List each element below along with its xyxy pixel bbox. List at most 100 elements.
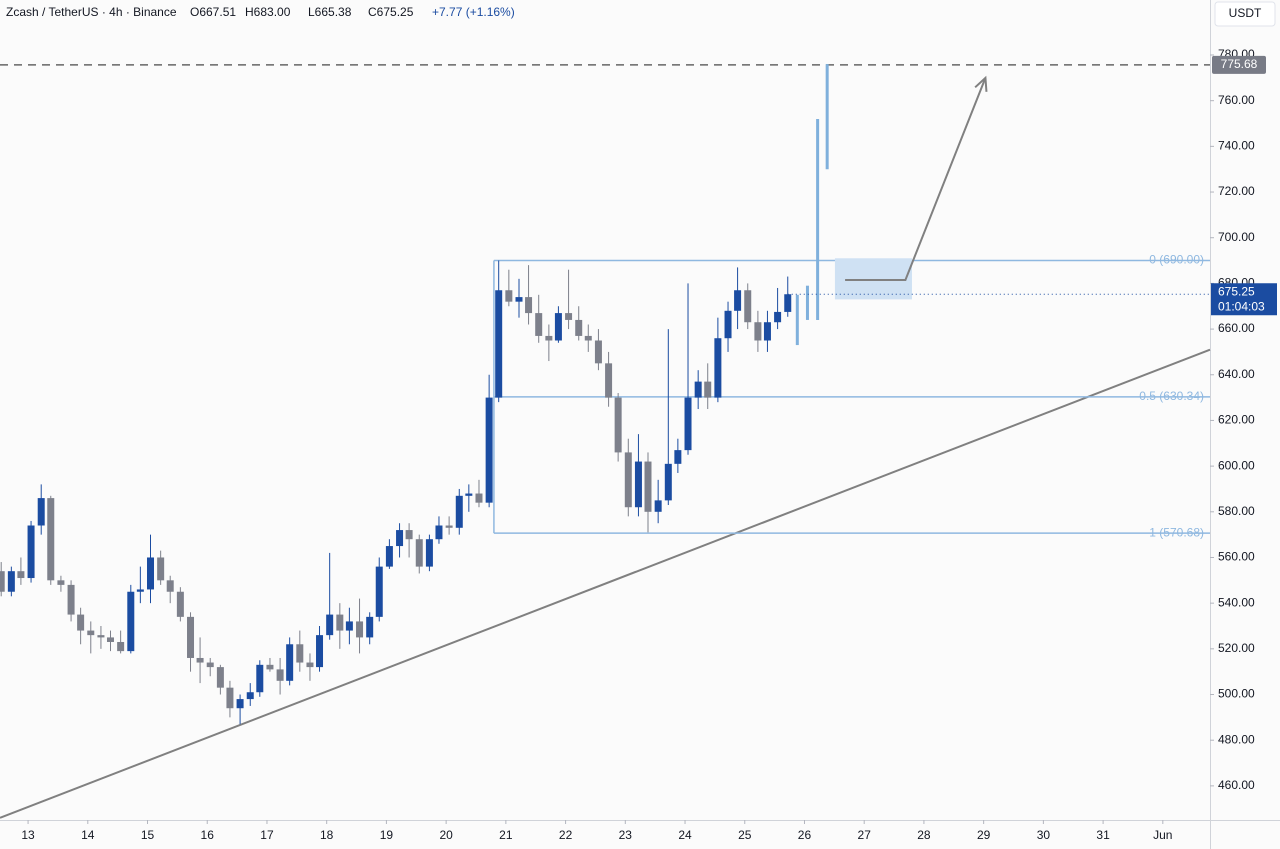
candle-body <box>196 657 204 663</box>
y-tick-label: 660.00 <box>1218 321 1255 335</box>
candle-body <box>425 539 433 567</box>
candle-body <box>106 637 114 642</box>
candle-body <box>584 335 592 341</box>
current-price: 675.25 <box>1218 284 1255 298</box>
candle-body <box>226 687 234 709</box>
candle-body <box>525 297 533 314</box>
target-label: 775.68 <box>1221 57 1258 71</box>
candle-body <box>296 644 304 663</box>
y-tick-label: 540.00 <box>1218 595 1255 609</box>
candle-body <box>605 363 613 398</box>
candle-body <box>554 313 562 341</box>
candle-body <box>77 614 85 631</box>
candle-body <box>674 450 682 464</box>
candle-body <box>694 381 702 398</box>
candle-body <box>475 493 483 503</box>
candle-body <box>316 635 324 668</box>
candle-body <box>455 495 463 528</box>
candle-body <box>345 621 353 631</box>
y-tick-label: 500.00 <box>1218 687 1255 701</box>
candle-body <box>754 322 762 341</box>
ohlc-open: O667.51 <box>190 5 236 19</box>
candle-body <box>664 463 672 501</box>
candle-body <box>505 290 513 302</box>
candle-body <box>784 294 792 312</box>
x-tick-label: 31 <box>1096 828 1110 842</box>
candle-body <box>763 322 771 341</box>
candle-body <box>405 530 413 540</box>
candle-body <box>97 635 105 638</box>
candle-body <box>356 621 364 638</box>
candle-body <box>714 338 722 398</box>
x-tick-label: 21 <box>499 828 513 842</box>
candle-body <box>624 452 632 508</box>
ohlc-close: C675.25 <box>368 5 414 19</box>
x-tick-label: 24 <box>678 828 692 842</box>
x-tick-label: 29 <box>977 828 991 842</box>
candle-body <box>206 662 214 668</box>
x-tick-label: 15 <box>141 828 155 842</box>
candle-body <box>266 664 274 670</box>
candle-body <box>435 525 443 540</box>
candle-body <box>127 591 135 652</box>
candle-body <box>216 667 224 688</box>
candle-body <box>565 313 573 320</box>
candle-body <box>157 557 165 581</box>
y-tick-label: 600.00 <box>1218 458 1255 472</box>
fib-label: 0.5 (630.34) <box>1139 389 1204 403</box>
target-label-box <box>1212 55 1266 74</box>
candle-body <box>366 616 374 638</box>
symbol: Zcash / TetherUS · 4h · Binance <box>6 5 177 19</box>
candle-body <box>385 546 393 567</box>
candle-body <box>495 290 503 398</box>
currency[interactable]: USDT <box>1229 6 1262 20</box>
candle-body <box>415 539 423 567</box>
candle-body <box>187 616 195 658</box>
fib-label: 1 (570.68) <box>1149 525 1204 539</box>
candle-body <box>684 397 692 451</box>
zone <box>834 258 912 300</box>
candle-body <box>734 290 742 311</box>
candle-body <box>396 530 404 547</box>
currency-button[interactable] <box>1214 1 1276 27</box>
x-tick-label: 14 <box>81 828 95 842</box>
candle-body <box>634 461 642 508</box>
candle-body <box>37 498 45 526</box>
candle-body <box>17 571 25 579</box>
candle-body <box>236 699 244 709</box>
y-tick-label: 460.00 <box>1218 778 1255 792</box>
candle-body <box>136 589 144 592</box>
candle-body <box>117 641 125 652</box>
candle-body <box>87 630 95 636</box>
candle-body <box>306 662 314 668</box>
candle-body <box>594 340 602 364</box>
arrow-head <box>974 75 988 92</box>
candle-body <box>465 493 473 496</box>
candle-body <box>246 692 254 700</box>
candle-body <box>47 498 55 581</box>
candle-body <box>286 644 294 681</box>
y-tick-label: 620.00 <box>1218 413 1255 427</box>
y-tick-label: 520.00 <box>1218 641 1255 655</box>
candle-body <box>326 614 334 636</box>
x-tick-label: 27 <box>858 828 872 842</box>
candle-body <box>545 335 553 341</box>
x-tick-label: 23 <box>619 828 633 842</box>
x-tick-label: 20 <box>439 828 453 842</box>
y-tick-label: 560.00 <box>1218 550 1255 564</box>
candle-body <box>774 311 782 323</box>
candle-body <box>0 571 5 592</box>
trendline <box>0 348 1211 819</box>
candle-body <box>724 310 732 339</box>
countdown: 01:04:03 <box>1218 299 1265 313</box>
candle-body <box>485 397 493 503</box>
x-tick-label: 19 <box>380 828 394 842</box>
candle-body <box>67 584 75 615</box>
y-tick-label: 760.00 <box>1218 93 1255 107</box>
ohlc-high: H683.00 <box>245 5 291 19</box>
x-tick-label: 17 <box>260 828 274 842</box>
y-tick-label: 720.00 <box>1218 184 1255 198</box>
y-tick-label: 580.00 <box>1218 504 1255 518</box>
